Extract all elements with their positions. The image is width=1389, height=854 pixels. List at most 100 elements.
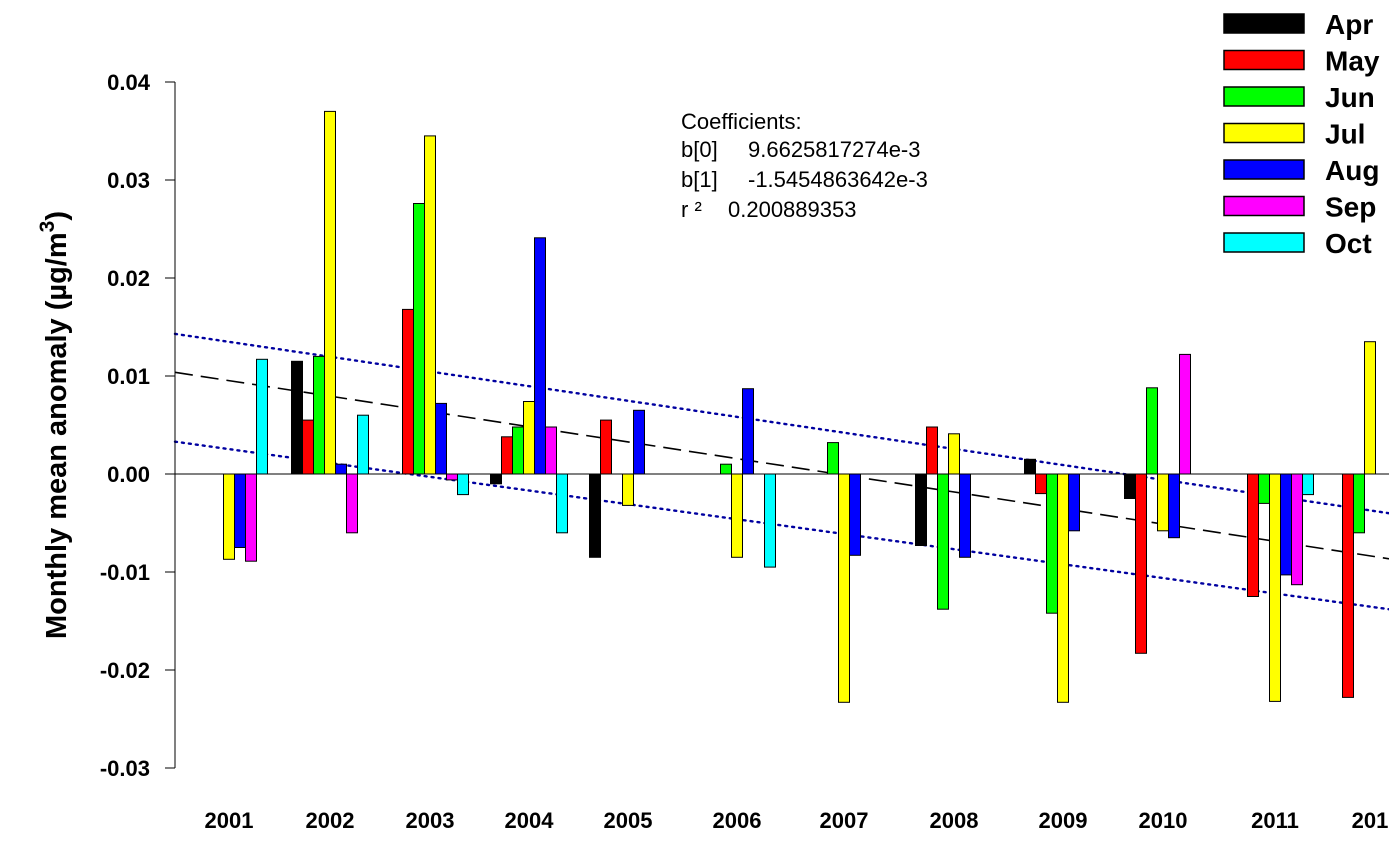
legend-swatch-jul [1223,122,1305,144]
coef-b0-label: b[0] [681,137,718,162]
bar-jun-2003 [413,203,425,475]
bar-jun-2009 [1046,473,1058,614]
coefficients-annotation: Coefficients: b[0] 9.6625817274e-3 b[1] … [681,109,928,222]
x-tick-label: 201 [1352,808,1389,833]
bar-aug-2003 [435,402,447,475]
upper-confidence-line [173,332,1389,515]
y-axis-label-superscript: 3 [36,221,59,233]
x-tick-label: 2010 [1139,808,1188,833]
legend-label-jun: Jun [1325,82,1375,113]
bar-may-2004 [501,436,513,475]
bar-aug-2002 [335,463,347,475]
bar-may-2008 [926,426,938,475]
bar-aug-2010 [1168,473,1180,539]
regression-fit-line [174,371,1389,560]
bar-oct-2004 [556,473,568,534]
bar-jul-2006 [731,473,743,558]
bar-oct-2002 [357,414,369,475]
x-tick-label: 2008 [930,808,979,833]
legend-label-jul: Jul [1325,119,1365,150]
bar-jul-2009 [1057,473,1069,703]
bar-jul-2005 [622,473,634,506]
bar-jun-201 [1353,473,1365,534]
legend-swatch-may [1223,49,1305,71]
bar-aug-2006 [742,388,754,475]
bar-aug-2009 [1068,473,1080,532]
coef-r2-value: 0.200889353 [728,197,856,222]
bar-sep-2011 [1291,473,1303,586]
axes: -0.03 -0.02 -0.01 0.00 0.01 0.02 0.03 0.04 2001 2… [100,70,1389,833]
bar-may-2003 [402,308,414,475]
bar-apr-2005 [589,473,601,558]
bar-jun-2006 [720,463,732,475]
y-tick-label: -0.03 [100,756,150,781]
x-tick-label: 2009 [1039,808,1088,833]
bar-apr-2004 [490,473,502,485]
bar-aug-2007 [849,473,861,556]
bar-apr-2002 [291,360,303,475]
y-tick-label: 0.04 [107,70,151,95]
legend-swatch-aug [1223,159,1305,180]
legend-swatch-oct [1223,232,1305,253]
coef-b0-value: 9.6625817274e-3 [748,137,921,162]
bar-may-2002 [302,419,314,475]
bar-oct-2003 [457,473,469,496]
bar-apr-2009 [1024,458,1036,475]
bar-oct-2006 [764,473,776,568]
legend-swatch-apr [1223,13,1305,34]
bar-jun-2002 [313,355,325,475]
legend: Apr May Jun Jul Aug Sep Oct [1223,9,1380,259]
coefficients-title: Coefficients: [681,109,802,134]
bar-jul-2010 [1157,473,1169,532]
x-tick-label: 2002 [306,808,355,833]
x-tick-label: 2007 [820,808,869,833]
bar-jul-2011 [1269,473,1281,702]
y-tick-label: 0.02 [107,266,150,291]
y-tick-label: 0.01 [107,364,150,389]
bar-jun-2008 [937,473,949,610]
bar-may-2009 [1035,473,1047,495]
y-tick-label: -0.02 [100,658,150,683]
bar-sep-2004 [545,426,557,475]
coef-b1-value: -1.5454863642e-3 [748,167,928,192]
coef-b1-label: b[1] [681,167,718,192]
bar-oct-2001 [256,358,268,475]
bar-sep-2002 [346,473,358,534]
bar-aug-2008 [959,473,971,558]
bar-oct-2011 [1302,473,1314,496]
bar-may-2010 [1135,473,1147,654]
bar-aug-2011 [1280,473,1292,576]
bar-jul-2003 [424,135,436,475]
coef-r2-label: r ² [681,197,702,222]
lower-confidence-line [173,440,1389,611]
bar-may-2005 [600,419,612,475]
bar-aug-2005 [633,409,645,475]
bar-jun-2004 [512,426,524,475]
bar-jul-2001 [223,473,235,560]
x-tick-label: 2005 [604,808,653,833]
bars [223,110,1376,703]
x-tick-label: 2003 [406,808,455,833]
bar-jun-2007 [827,442,839,475]
bar-sep-2001 [245,473,257,562]
legend-label-may: May [1325,46,1380,77]
legend-label-sep: Sep [1325,192,1376,223]
bar-sep-2010 [1179,353,1191,475]
legend-label-aug: Aug [1325,155,1379,186]
y-tick-label: 0.00 [107,462,150,487]
bar-aug-2001 [234,473,246,548]
bar-sep-2003 [446,473,458,481]
y-axis-label: Monthly mean anomaly (µg/m3) [36,211,73,639]
legend-swatch-sep [1223,195,1305,217]
legend-label-oct: Oct [1325,228,1372,259]
bar-apr-2008 [915,473,927,546]
bar-jul-2002 [324,110,336,475]
bar-jul-201 [1364,341,1376,475]
bar-jul-2007 [838,473,850,703]
bar-aug-2004 [534,237,546,475]
bar-apr-2010 [1124,473,1136,499]
bar-jul-2004 [523,401,535,475]
x-tick-label: 2006 [713,808,762,833]
y-tick-label: -0.01 [100,560,150,585]
x-tick-label: 2011 [1251,808,1299,833]
